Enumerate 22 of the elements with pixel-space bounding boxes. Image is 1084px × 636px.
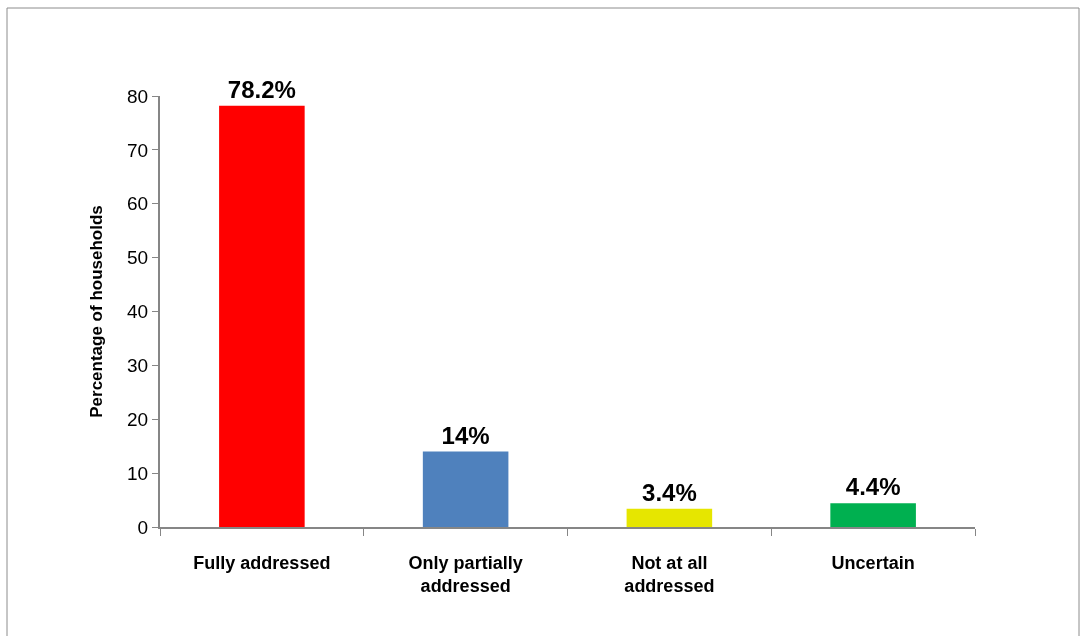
- y-tick-label: 40: [127, 301, 149, 323]
- x-tick-label: Fully addressed: [193, 552, 331, 573]
- data-label: 3.4%: [642, 478, 697, 506]
- y-tick-label: 70: [127, 139, 149, 161]
- y-tick-label: 60: [127, 193, 149, 215]
- x-tick-label: Uncertain: [831, 552, 915, 573]
- y-axis-title: Percentage of households: [87, 205, 107, 418]
- y-tick-label: 80: [127, 85, 149, 107]
- data-label: 78.2%: [227, 75, 296, 103]
- bar: [830, 503, 916, 527]
- x-tick-label: Only partially addressed: [408, 552, 523, 596]
- x-tick-label: Not at all addressed: [624, 552, 715, 596]
- data-label: 4.4%: [845, 473, 901, 501]
- bar: [422, 451, 509, 527]
- y-tick-label: 10: [127, 462, 149, 484]
- y-tick-label: 30: [127, 355, 149, 377]
- bar: [219, 105, 305, 527]
- bar: [626, 508, 713, 527]
- y-tick-label: 0: [137, 516, 149, 538]
- y-tick-label: 50: [127, 247, 149, 269]
- y-tick-label: 20: [127, 408, 149, 430]
- data-label: 14%: [441, 421, 490, 449]
